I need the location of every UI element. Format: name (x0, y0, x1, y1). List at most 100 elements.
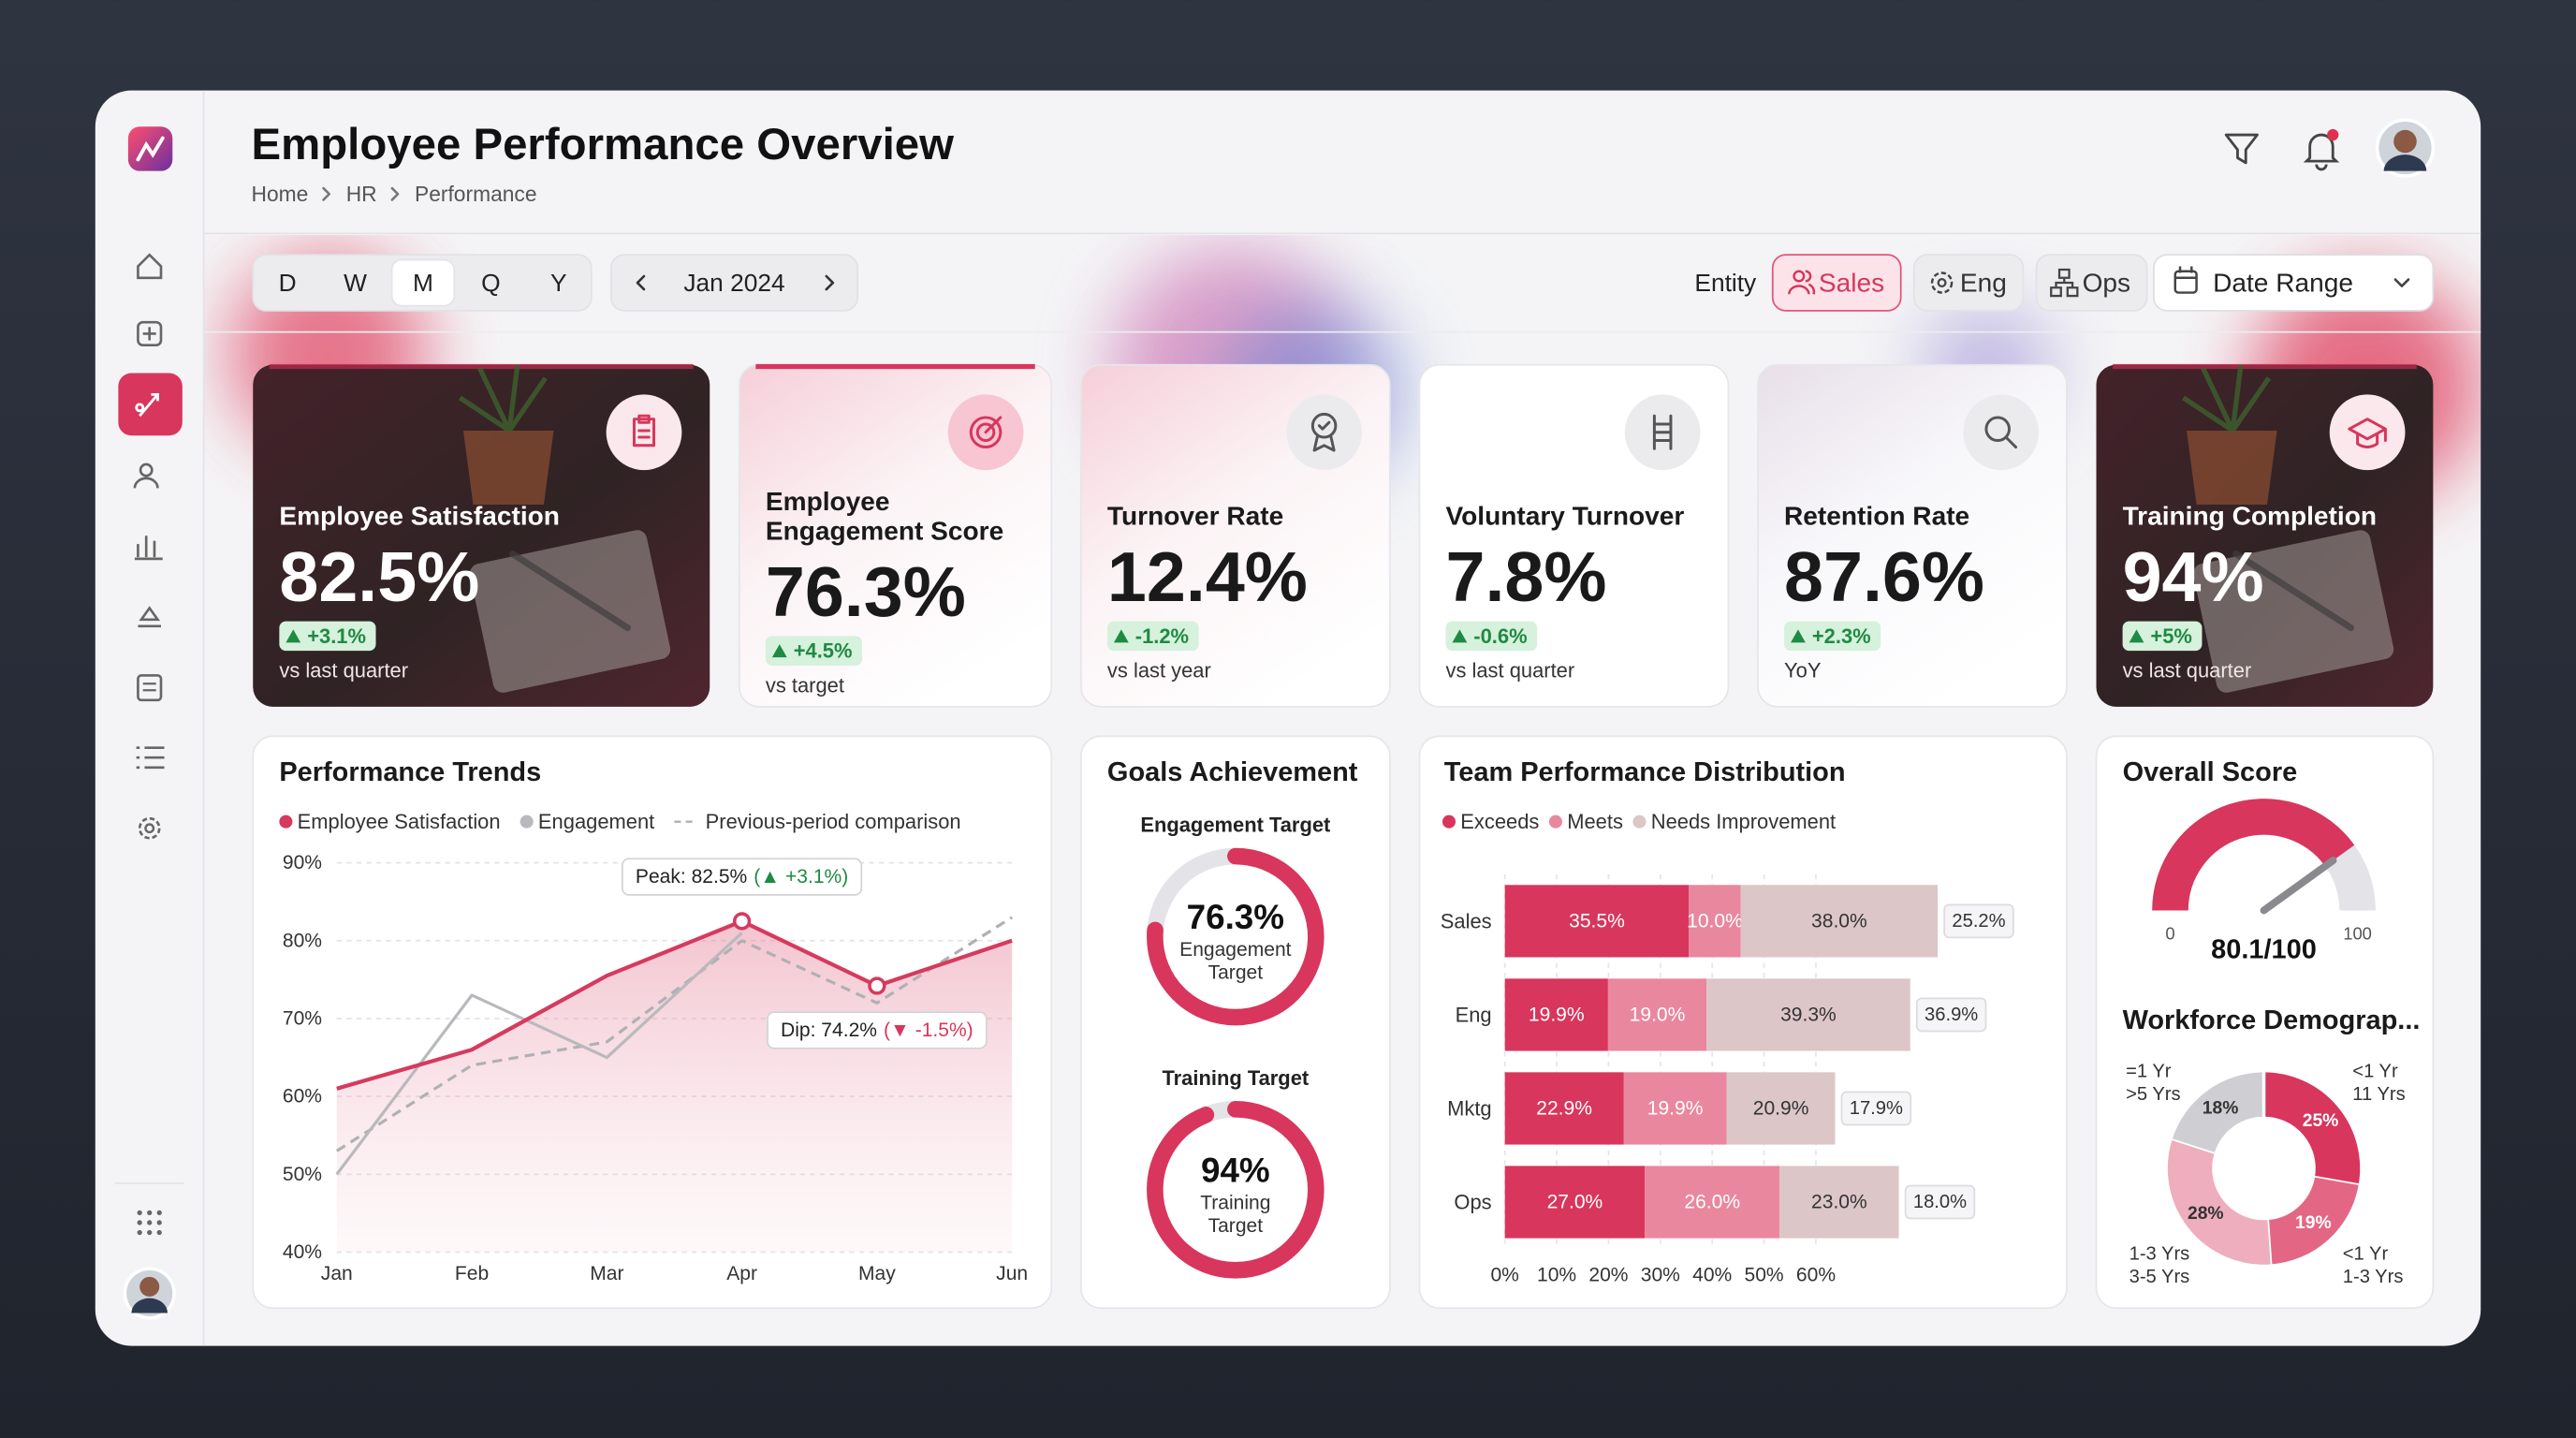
period-active (390, 258, 456, 307)
nav-rewards[interactable] (138, 606, 161, 628)
month-next[interactable] (825, 274, 835, 291)
x-tick-label: Mar (590, 1263, 623, 1284)
kpi-note: vs last year (1107, 659, 1211, 682)
nav-apps[interactable] (137, 1210, 162, 1236)
user-avatar-face (2393, 129, 2417, 154)
user-avatar-shirt (2383, 154, 2427, 171)
kpi-card: Turnover Rate 12.4% -1.2% vs last year (1079, 363, 1391, 708)
legend-swatch (520, 814, 534, 829)
kpi-value: 76.3% (766, 552, 966, 631)
donut-segment (2172, 1072, 2265, 1153)
kpi-value: 94% (2123, 537, 2264, 616)
bar-segment (1706, 978, 1910, 1051)
nav-reports-lines (142, 682, 156, 692)
legend-swatch (1442, 814, 1456, 829)
period-option[interactable]: M (413, 269, 433, 297)
kpi-value: 82.5% (279, 537, 479, 616)
entity-label: Entity (1694, 269, 1757, 297)
photo-plant (2182, 364, 2271, 433)
y-tick-label: 50% (283, 1164, 322, 1185)
goals-chart: Goals Achievement Engagement Target 76.3% E… (1107, 757, 1358, 1279)
nav-people[interactable] (139, 462, 154, 477)
kpi-note: vs last quarter (1445, 659, 1574, 682)
nav-add[interactable] (137, 320, 163, 347)
tag-label: 36.9% (1925, 1005, 1978, 1025)
avatar-shirt (131, 1298, 168, 1313)
photo-notebook (469, 530, 671, 693)
x-tick-label: 30% (1641, 1265, 1680, 1286)
kpi-change-arrow (771, 644, 787, 658)
nav-add-plus (142, 327, 156, 341)
date-range-label: Date Range (2213, 269, 2353, 298)
kpi-change-arrow (1791, 629, 1806, 643)
photo-pot (2187, 430, 2277, 505)
goal-value: 94% (1201, 1151, 1270, 1189)
kpi-change-chip (2122, 621, 2203, 652)
tag-label: 18.0% (1913, 1192, 1967, 1212)
donut-segment (2266, 1176, 2359, 1265)
segment-label: 19.9% (1647, 1097, 1704, 1119)
category-label: <1 Yr (2343, 1243, 2389, 1264)
segment-label: 26.0% (1684, 1191, 1740, 1212)
x-tick-label: 10% (1537, 1265, 1576, 1286)
month-prev[interactable] (636, 274, 646, 291)
date-range-toggle (2393, 278, 2410, 287)
kpi-title: Employee Satisfaction (279, 502, 560, 531)
x-tick-label: Jan (321, 1263, 353, 1284)
nav-list[interactable] (136, 746, 165, 770)
category-label: 1-3 Yrs (2343, 1267, 2404, 1287)
nav-home[interactable] (137, 253, 163, 280)
date-range-picker[interactable] (2153, 254, 2435, 312)
donut-segment (2167, 1138, 2271, 1265)
tag-label: 25.2% (1952, 911, 2005, 932)
nav-analytics[interactable] (134, 536, 163, 561)
photo-pen (2232, 550, 2355, 632)
y-tick-label: 70% (283, 1007, 322, 1029)
entity-icon (1937, 278, 1947, 288)
annotation-text: Peak: 82.5% (636, 866, 747, 888)
filter-button[interactable] (2224, 133, 2259, 165)
point-marker (732, 912, 752, 931)
entity-chip[interactable] (1912, 254, 2025, 312)
segment-label: 22.9% (1536, 1097, 1592, 1119)
panel-title: Performance Trends (279, 757, 541, 787)
period-option[interactable]: W (344, 269, 367, 297)
nav-settings[interactable] (138, 816, 161, 840)
kpi-change-chip (1106, 621, 1199, 652)
entity-chip[interactable] (1771, 254, 1902, 312)
area (336, 920, 1013, 1253)
kpi-change-chip (1445, 621, 1538, 652)
kpi-card: Voluntary Turnover 7.8% -0.6% vs last quart… (1418, 363, 1730, 708)
notifications-button[interactable] (2303, 133, 2340, 171)
bar-segment (1504, 1072, 1624, 1145)
entity-icon (2050, 268, 2079, 298)
entity-icon (1793, 270, 1806, 283)
segment-label: 23.0% (1811, 1191, 1867, 1212)
kpi-title: Retention Rate (1784, 502, 1969, 531)
point-marker (868, 976, 886, 995)
kpi-title: Training Completion (2123, 502, 2377, 531)
bar-segment (1504, 978, 1608, 1051)
team-chart: Team Performance Distribution Exceeds Meet… (1441, 757, 2014, 1286)
category-label: <1 Yr (2352, 1061, 2398, 1081)
kpi-value: 12.4% (1107, 537, 1308, 616)
annotation-box (622, 858, 863, 896)
legend-label: Exceeds (1460, 810, 1539, 833)
breadcrumb-item[interactable]: Performance (415, 182, 537, 206)
gauge-chart: Overall Score 80.1/100 0 100 (2123, 757, 2376, 965)
breadcrumb-item[interactable]: Home (252, 182, 309, 206)
kpi-note: vs last quarter (2123, 659, 2252, 682)
breadcrumb-item[interactable]: HR (346, 182, 377, 206)
gauge-value (2152, 799, 2355, 912)
gauge-needle (2260, 857, 2337, 915)
bar-tag (1915, 997, 1987, 1033)
nav-reports[interactable] (137, 674, 163, 702)
period-option[interactable]: Y (550, 269, 567, 297)
kpi-change-chip (765, 636, 863, 666)
period-option[interactable]: Q (481, 269, 500, 297)
kpi-change-arrow (2129, 629, 2144, 643)
period-option[interactable]: D (279, 269, 297, 297)
x-tick-label: 0% (1490, 1265, 1518, 1286)
kpi-change-chip (1784, 621, 1881, 652)
